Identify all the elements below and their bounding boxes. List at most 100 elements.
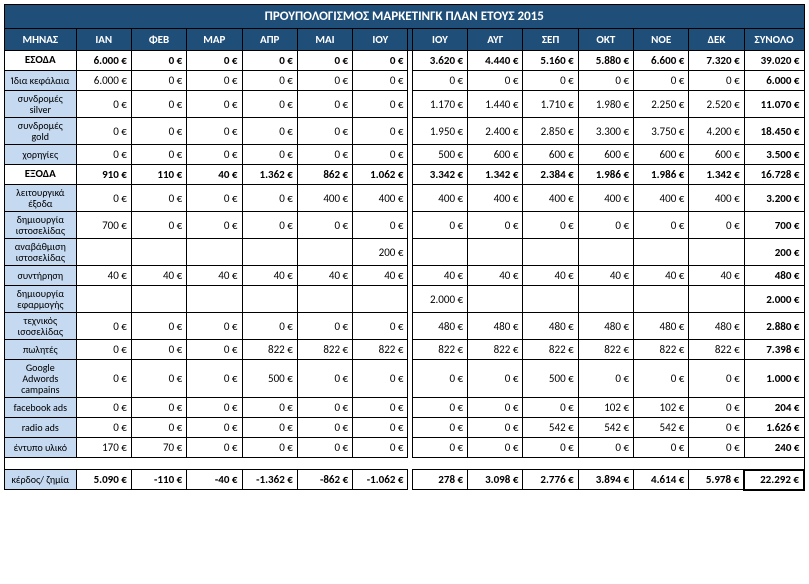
value-cell: 0 € [76, 418, 131, 438]
value-cell: 0 € [634, 438, 689, 458]
value-cell: 0 € [523, 398, 578, 418]
value-cell: 0 € [242, 145, 297, 165]
value-cell: -1.062 € [353, 470, 408, 490]
value-cell: 500 € [242, 360, 297, 398]
table-row: δημιουργία εφαρμογής2.000 €2.000 € [5, 286, 805, 313]
value-cell: 0 € [187, 185, 242, 212]
value-cell: 0 € [187, 398, 242, 418]
value-cell: 0 € [76, 145, 131, 165]
value-cell: 0 € [412, 360, 467, 398]
col-month: ΝΟΕ [634, 29, 689, 51]
title-row: ΠΡΟΥΠΟΛΟΓΙΣΜΟΣ ΜΑΡΚΕΤΙΝΓΚ ΠΛΑΝ ΕΤΟΥΣ 201… [5, 5, 805, 29]
value-cell [131, 239, 186, 266]
value-cell: 0 € [187, 360, 242, 398]
value-cell: 1.342 € [689, 165, 744, 185]
row-label: radio ads [5, 418, 77, 438]
value-cell: 0 € [412, 438, 467, 458]
value-cell: 480 € [412, 313, 467, 340]
value-cell: 1.950 € [412, 118, 467, 145]
value-cell: 6.000 € [744, 71, 804, 91]
value-cell: 0 € [131, 118, 186, 145]
value-cell: 0 € [131, 313, 186, 340]
value-cell: 0 € [187, 145, 242, 165]
value-cell: 3.750 € [634, 118, 689, 145]
row-label: πωλητές [5, 340, 77, 360]
value-cell: 0 € [634, 212, 689, 239]
value-cell: 480 € [634, 313, 689, 340]
value-cell: 400 € [689, 185, 744, 212]
value-cell: 0 € [131, 398, 186, 418]
col-month: ΦΕΒ [131, 29, 186, 51]
value-cell: 1.000 € [744, 360, 804, 398]
value-cell: 0 € [353, 313, 408, 340]
value-cell: -862 € [297, 470, 352, 490]
value-cell: 0 € [187, 91, 242, 118]
value-cell: 40 € [578, 266, 633, 286]
value-cell: 1.440 € [468, 91, 523, 118]
table-row: συντήρηση40 €40 €40 €40 €40 €40 €40 €40 … [5, 266, 805, 286]
value-cell: 1.170 € [412, 91, 467, 118]
value-cell: 0 € [297, 398, 352, 418]
value-cell: 0 € [412, 212, 467, 239]
value-cell: 200 € [353, 239, 408, 266]
value-cell: 542 € [634, 418, 689, 438]
row-label: Google Adwords campains [5, 360, 77, 398]
row-label: ΕΣΟΔΑ [5, 51, 77, 71]
value-cell: 5.090 € [76, 470, 131, 490]
value-cell: 1.980 € [578, 91, 633, 118]
value-cell: 2.880 € [744, 313, 804, 340]
value-cell: 0 € [187, 118, 242, 145]
value-cell: 0 € [523, 212, 578, 239]
value-cell: 480 € [689, 313, 744, 340]
value-cell: 0 € [353, 91, 408, 118]
value-cell: 0 € [76, 185, 131, 212]
value-cell: 0 € [131, 418, 186, 438]
value-cell: 6.600 € [634, 51, 689, 71]
value-cell: 0 € [131, 212, 186, 239]
value-cell: 0 € [242, 418, 297, 438]
value-cell: 0 € [242, 185, 297, 212]
row-label: συντήρηση [5, 266, 77, 286]
value-cell: 0 € [412, 418, 467, 438]
value-cell: 110 € [131, 165, 186, 185]
blank-row [5, 458, 805, 470]
value-cell: 400 € [297, 185, 352, 212]
value-cell: 40 € [131, 266, 186, 286]
value-cell: 600 € [689, 145, 744, 165]
col-month: ΑΥΓ [468, 29, 523, 51]
value-cell: 0 € [353, 51, 408, 71]
value-cell: 0 € [187, 313, 242, 340]
value-cell: 600 € [578, 145, 633, 165]
row-label: Ίδια κεφάλαια [5, 71, 77, 91]
table-row: συνδρομές silver0 €0 €0 €0 €0 €0 €1.170 … [5, 91, 805, 118]
header-row: ΜΗΝΑΣ ΙΑΝ ΦΕΒ ΜΑΡ ΑΠΡ ΜΑΙ ΙΟΥ ΙΟΥ ΑΥΓ ΣΕ… [5, 29, 805, 51]
value-cell: 16.728 € [744, 165, 804, 185]
value-cell: 0 € [131, 145, 186, 165]
table-row: Google Adwords campains0 €0 €0 €500 €0 €… [5, 360, 805, 398]
value-cell: 2.000 € [412, 286, 467, 313]
value-cell: -40 € [187, 470, 242, 490]
col-month: ΔΕΚ [689, 29, 744, 51]
value-cell [242, 286, 297, 313]
value-cell: 40 € [523, 266, 578, 286]
value-cell: 0 € [412, 398, 467, 418]
value-cell: 822 € [412, 340, 467, 360]
value-cell: 0 € [131, 340, 186, 360]
value-cell: 0 € [689, 212, 744, 239]
value-cell [297, 239, 352, 266]
table-row: ΕΣΟΔΑ6.000 €0 €0 €0 €0 €0 €3.620 €4.440 … [5, 51, 805, 71]
row-label: χορηγίες [5, 145, 77, 165]
value-cell: 0 € [297, 145, 352, 165]
value-cell [634, 286, 689, 313]
value-cell: 204 € [744, 398, 804, 418]
value-cell: 5.160 € [523, 51, 578, 71]
value-cell: 1.626 € [744, 418, 804, 438]
value-cell: 822 € [634, 340, 689, 360]
value-cell: 0 € [689, 360, 744, 398]
value-cell: 22.292 € [744, 470, 804, 490]
table-row: ΕΞΟΔΑ910 €110 €40 €1.362 €862 €1.062 €3.… [5, 165, 805, 185]
col-month: ΜΑΡ [187, 29, 242, 51]
value-cell: 0 € [468, 71, 523, 91]
value-cell [76, 286, 131, 313]
value-cell: 822 € [242, 340, 297, 360]
